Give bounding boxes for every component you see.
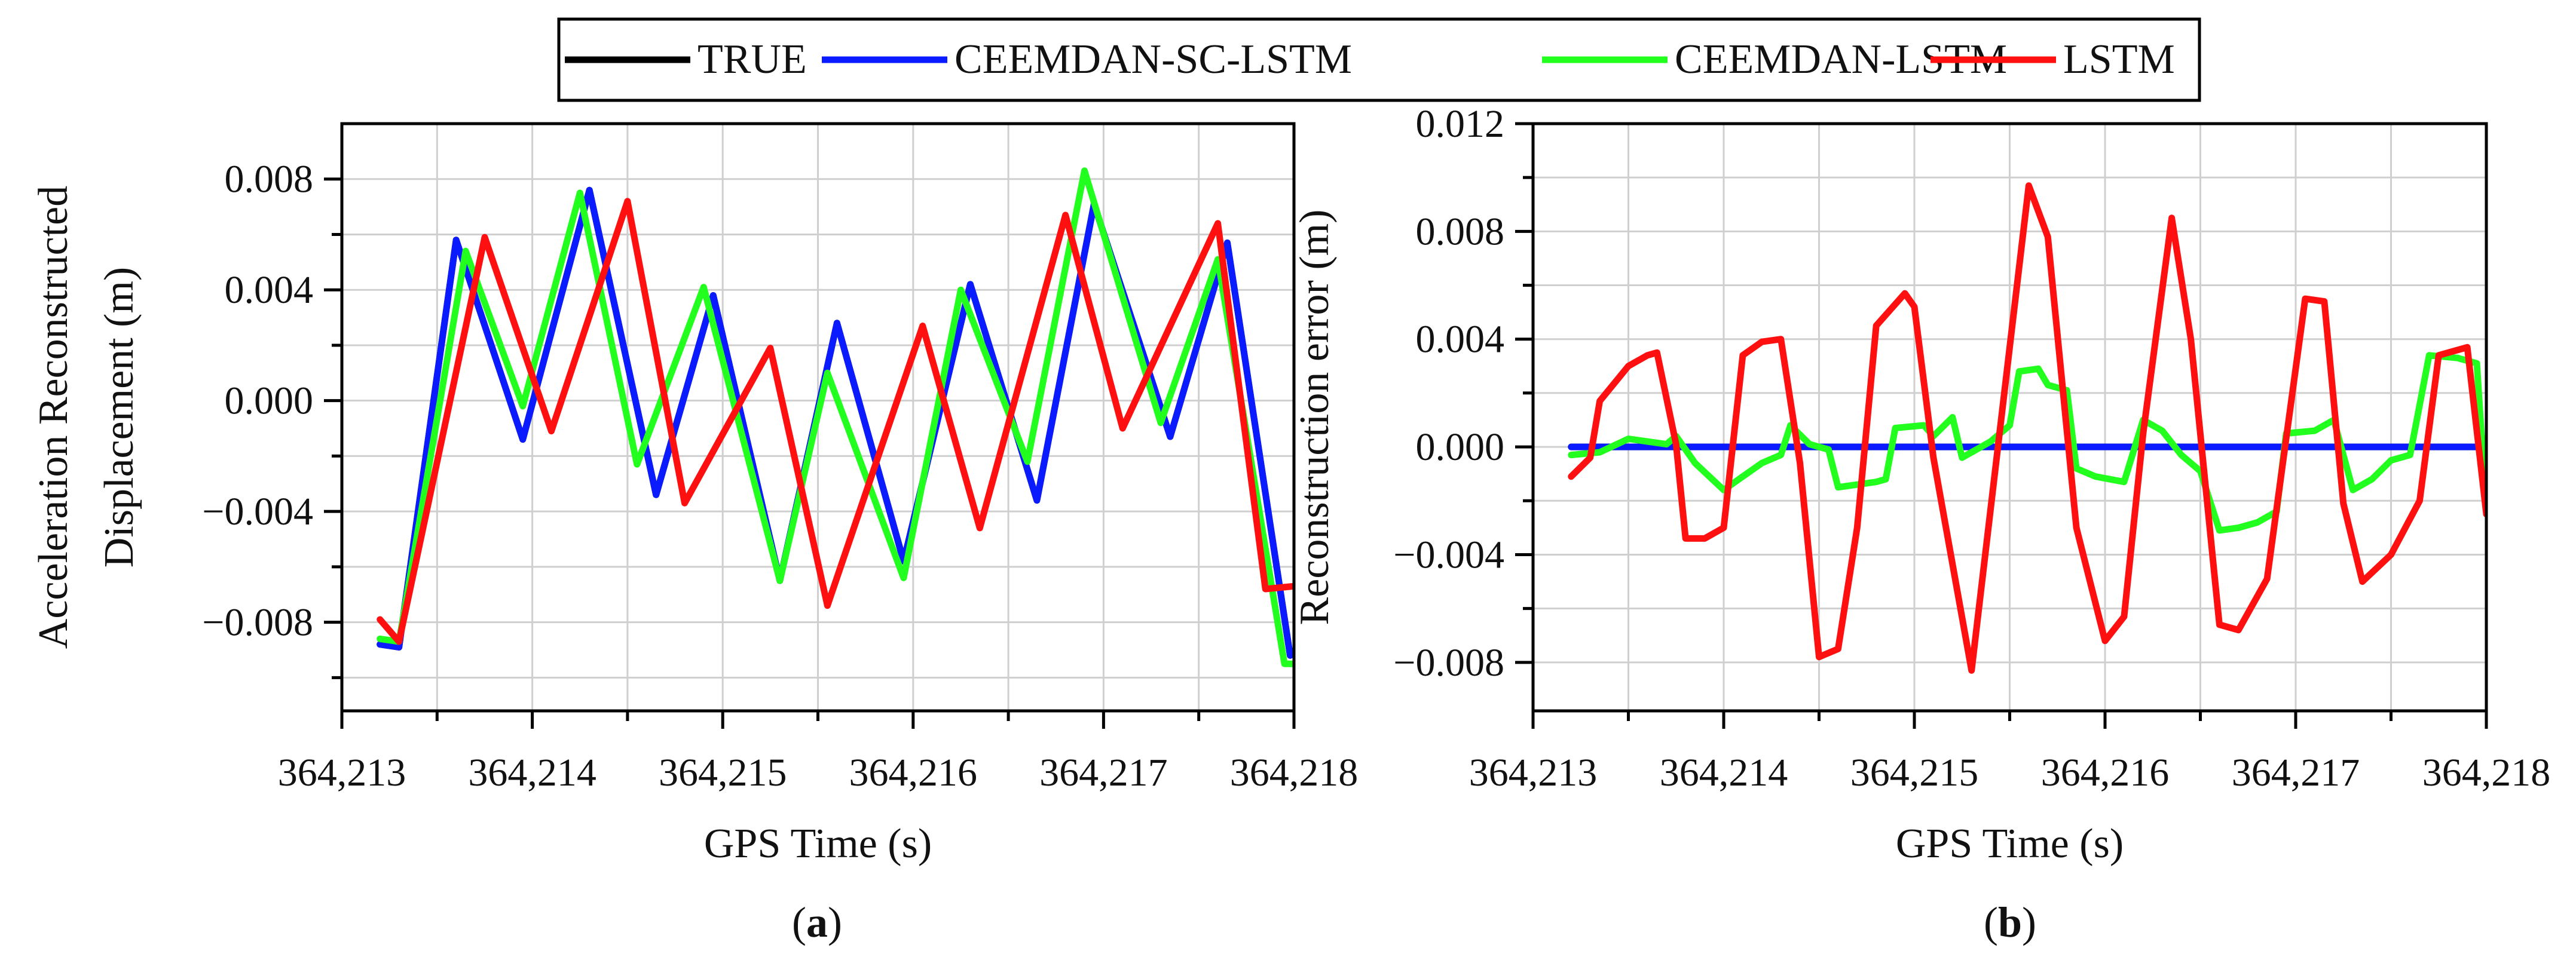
y-axis-label: Reconstruction error (m) xyxy=(1292,210,1338,625)
panel-b: 364,213 364,214 364,215 364,216 364,217 364,2… xyxy=(1292,102,2550,946)
panel-label: (b) xyxy=(1984,898,2036,946)
y-axis-label: Displacement (m) xyxy=(96,267,142,568)
x-tick-label: 364,217 xyxy=(1039,751,1168,795)
x-tick-label: 364,213 xyxy=(1469,751,1598,795)
series-line-ceemdan-lstm xyxy=(1568,352,2486,534)
y-tick-label: 0.000 xyxy=(1416,425,1505,469)
x-tick-label: 364,215 xyxy=(659,751,787,795)
y-axis-label: Acceleration Reconstructed xyxy=(30,186,77,649)
y-tick-label: 0.004 xyxy=(225,268,314,312)
y-tick-label: −0.008 xyxy=(202,601,313,645)
series-group xyxy=(377,167,1294,667)
y-tick-label: 0.008 xyxy=(1416,210,1505,253)
legend-label-0: TRUE xyxy=(697,36,807,82)
x-axis-label: GPS Time (s) xyxy=(704,821,932,867)
x-tick-label: 364,217 xyxy=(2232,751,2360,795)
x-tick-label: 364,218 xyxy=(2422,751,2551,795)
panel-a: 364,213 364,214 364,215 364,216 364,217 364,2… xyxy=(30,122,1359,946)
y-tick-label: 0.008 xyxy=(225,158,314,201)
y-tick-label: −0.004 xyxy=(202,490,313,533)
y-tick-label: −0.008 xyxy=(1393,641,1504,685)
y-tick-label: 0.012 xyxy=(1416,102,1505,146)
x-tick-label: 364,214 xyxy=(468,751,596,795)
x-tick-label: 364,216 xyxy=(2041,751,2170,795)
x-tick-label: 364,215 xyxy=(1850,751,1979,795)
series-line-lstm xyxy=(377,198,1294,645)
x-tick-label: 364,218 xyxy=(1230,751,1359,795)
x-tick-label: 364,213 xyxy=(278,751,406,795)
series-line-lstm xyxy=(1568,182,2486,674)
panel-label: (a) xyxy=(792,898,842,946)
legend: TRUE CEEMDAN-SC-LSTM CEEMDAN-LSTM LSTM xyxy=(557,17,2201,102)
legend-label-1: CEEMDAN-SC-LSTM xyxy=(954,36,1352,82)
x-tick-label: 364,214 xyxy=(1660,751,1788,795)
y-tick-label: −0.004 xyxy=(1393,533,1504,576)
x-axis-label: GPS Time (s) xyxy=(1896,821,2124,867)
y-tick-label: 0.000 xyxy=(225,379,314,423)
series-group xyxy=(1568,182,2486,674)
y-tick-label: 0.004 xyxy=(1416,318,1505,361)
legend-label-3: LSTM xyxy=(2063,36,2175,82)
x-tick-label: 364,216 xyxy=(849,751,978,795)
series-line-ceemdan-lstm xyxy=(377,167,1294,667)
